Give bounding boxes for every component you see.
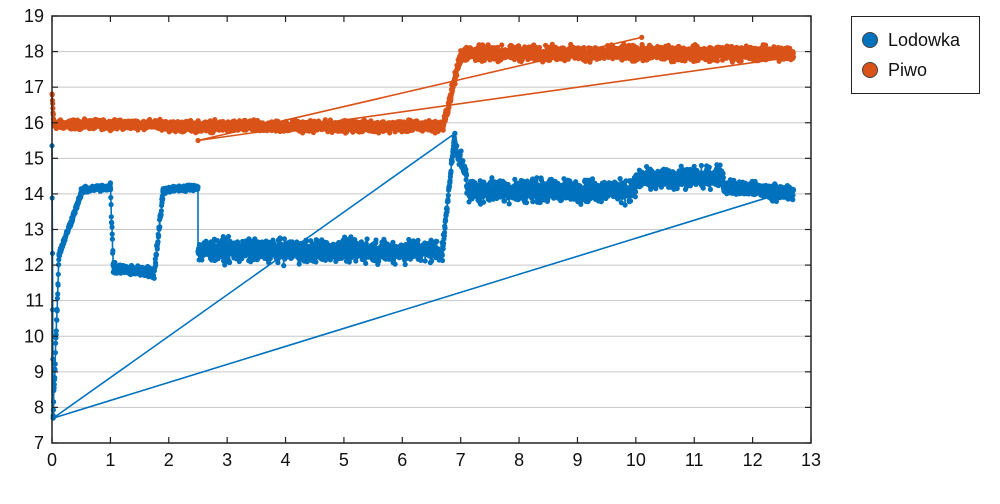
data-point — [373, 237, 378, 242]
data-point — [499, 42, 504, 47]
series-piwo — [49, 35, 796, 143]
data-point — [581, 45, 586, 50]
data-point — [110, 248, 115, 253]
data-point — [52, 367, 57, 372]
data-point — [195, 138, 200, 143]
data-point — [53, 341, 58, 346]
data-point — [403, 262, 408, 267]
data-point — [763, 43, 768, 48]
data-point — [537, 45, 542, 50]
data-point — [109, 202, 114, 207]
data-point — [313, 259, 318, 264]
data-point — [54, 318, 59, 323]
series-lodowka — [49, 131, 796, 421]
data-point — [441, 128, 446, 133]
data-point — [52, 375, 57, 380]
data-point — [153, 263, 158, 268]
gridlines — [52, 16, 811, 443]
data-point — [53, 361, 58, 366]
data-point — [53, 350, 58, 355]
data-point — [281, 263, 286, 268]
data-point — [108, 195, 113, 200]
data-point — [226, 234, 231, 239]
data-point — [50, 106, 55, 111]
data-point — [376, 259, 381, 264]
data-point — [109, 225, 114, 230]
data-point — [363, 261, 368, 266]
data-point — [160, 196, 165, 201]
data-point — [56, 272, 61, 277]
data-point — [791, 54, 796, 59]
data-point — [155, 246, 160, 251]
data-point — [282, 236, 287, 241]
data-point — [365, 236, 370, 241]
data-point — [446, 105, 451, 110]
data-point — [108, 180, 113, 185]
data-point — [415, 238, 420, 243]
data-point — [195, 184, 200, 189]
data-point — [453, 81, 458, 86]
data-point — [55, 291, 60, 296]
series-layer — [49, 35, 796, 421]
data-point — [156, 233, 161, 238]
data-point — [278, 235, 283, 240]
data-point — [152, 276, 157, 281]
data-point — [55, 308, 60, 313]
data-point — [50, 357, 55, 362]
data-point — [56, 283, 61, 288]
data-point — [157, 224, 162, 229]
data-point — [393, 262, 398, 267]
data-point — [739, 58, 744, 63]
data-point — [110, 237, 115, 242]
data-point — [423, 258, 428, 263]
data-point — [159, 208, 164, 213]
data-point — [110, 232, 115, 237]
data-point — [109, 214, 114, 219]
data-point — [154, 252, 159, 257]
data-point — [454, 73, 459, 78]
data-point — [155, 239, 160, 244]
data-point — [108, 187, 113, 192]
data-point — [54, 328, 59, 333]
data-point — [639, 35, 644, 40]
data-point — [715, 58, 720, 63]
data-point — [227, 260, 232, 265]
